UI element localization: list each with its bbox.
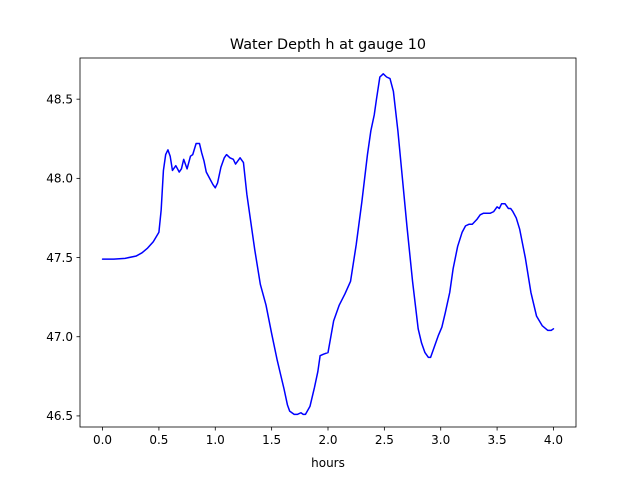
- x-tick-label-0: 0.0: [93, 433, 112, 447]
- series-line-0: [101, 73, 555, 416]
- y-tick-label-3: 48.0: [46, 172, 73, 186]
- chart-title: Water Depth h at gauge 10: [230, 37, 426, 53]
- x-tick-label-6: 3.0: [431, 433, 450, 447]
- x-axis-label: hours: [311, 456, 345, 470]
- y-tick-label-4: 48.5: [46, 92, 73, 106]
- y-tick-label-0: 46.5: [46, 409, 73, 423]
- y-tick-label-2: 47.5: [46, 251, 73, 265]
- x-tick-label-7: 3.5: [488, 433, 507, 447]
- x-tick-label-3: 1.5: [262, 433, 281, 447]
- x-tick-label-4: 2.0: [318, 433, 337, 447]
- x-tick-label-5: 2.5: [375, 433, 394, 447]
- plot-area: 0.0 0.5 1.0 1.5 2.0 2.5 3.0 3.5 4.0 46.5 47.0 47.5 4…: [46, 57, 577, 447]
- y-tick-label-1: 47.0: [46, 330, 73, 344]
- x-tick-label-1: 0.5: [149, 433, 168, 447]
- x-tick-label-8: 4.0: [544, 433, 563, 447]
- x-tick-label-2: 1.0: [206, 433, 225, 447]
